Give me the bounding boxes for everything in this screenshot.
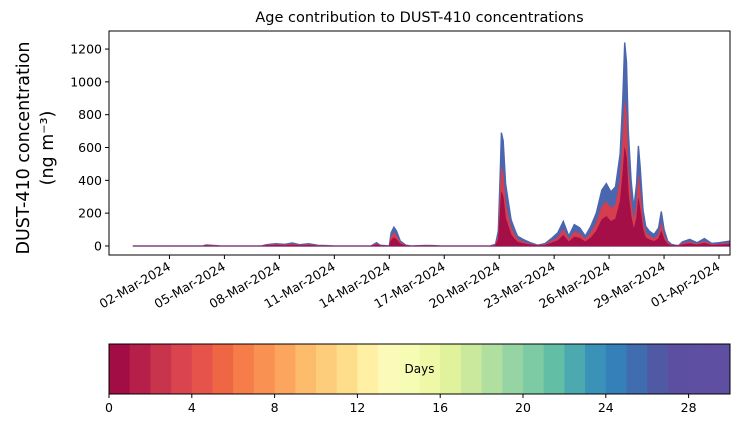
colorbar-segment-18 [481,344,503,394]
colorbar-tick-label-1: 4 [188,400,196,415]
colorbar-segment-12 [357,344,379,394]
y-tick-label-1: 200 [78,206,102,221]
colorbar-segment-28 [688,344,710,394]
chart-title: Age contribution to DUST-410 concentrati… [255,10,583,26]
colorbar-segment-8 [274,344,296,394]
colorbar-segment-23 [585,344,607,394]
colorbar-segment-5 [212,344,234,394]
y-axis-label-line1: DUST-410 concentration [14,42,34,255]
colorbar-segment-25 [626,344,648,394]
colorbar-tick-label-5: 20 [515,400,531,415]
area-series-1 [132,101,730,247]
colorbar-segment-11 [336,344,358,394]
y-tick-label-6: 1200 [70,42,102,57]
colorbar-segment-9 [295,344,317,394]
colorbar-segment-21 [543,344,565,394]
colorbar-label: Days [405,362,435,376]
colorbar [109,344,731,394]
area-series-group [132,42,730,247]
area-series-2 [132,147,730,247]
colorbar-tick-label-2: 8 [271,400,279,415]
colorbar-segment-15 [419,344,441,394]
colorbar-segment-27 [667,344,689,394]
colorbar-segment-1 [129,344,151,394]
colorbar-segment-13 [378,344,400,394]
colorbar-segment-6 [233,344,255,394]
colorbar-frame [108,343,731,395]
colorbar-tick-label-6: 24 [598,400,614,415]
y-tick-label-4: 800 [78,107,102,122]
colorbar-segment-17 [460,344,482,394]
colorbar-segment-14 [398,344,420,394]
colorbar-segment-3 [171,344,193,394]
y-tick-label-0: 0 [94,238,102,253]
x-axis: 02-Mar-202405-Mar-202408-Mar-202411-Mar-… [97,255,723,311]
plot-frame [108,30,731,256]
colorbar-segment-7 [253,344,275,394]
y-tick-label-2: 400 [78,173,102,188]
colorbar-tick-label-0: 0 [105,400,113,415]
area-series-0 [132,42,730,247]
y-axis: 0 200 400 600 800 1000 1200 [70,42,109,253]
colorbar-segment-29 [709,344,731,394]
colorbar-segment-20 [523,344,545,394]
y-tick-label-5: 1000 [70,74,102,89]
colorbar-axis: 0 4 8 12 16 20 24 28 [105,394,697,415]
colorbar-tick-label-7: 28 [681,400,697,415]
colorbar-segment-10 [316,344,338,394]
colorbar-tick-label-3: 12 [349,400,365,415]
colorbar-segment-4 [191,344,213,394]
colorbar-segment-22 [564,344,586,394]
y-axis-label-line2: (ng m⁻³) [38,111,58,186]
colorbar-segment-26 [647,344,669,394]
colorbar-segment-16 [440,344,462,394]
colorbar-segment-2 [150,344,172,394]
colorbar-segment-24 [605,344,627,394]
colorbar-segment-19 [502,344,524,394]
colorbar-tick-label-4: 16 [432,400,448,415]
y-tick-label-3: 600 [78,140,102,155]
colorbar-segment-0 [109,344,131,394]
